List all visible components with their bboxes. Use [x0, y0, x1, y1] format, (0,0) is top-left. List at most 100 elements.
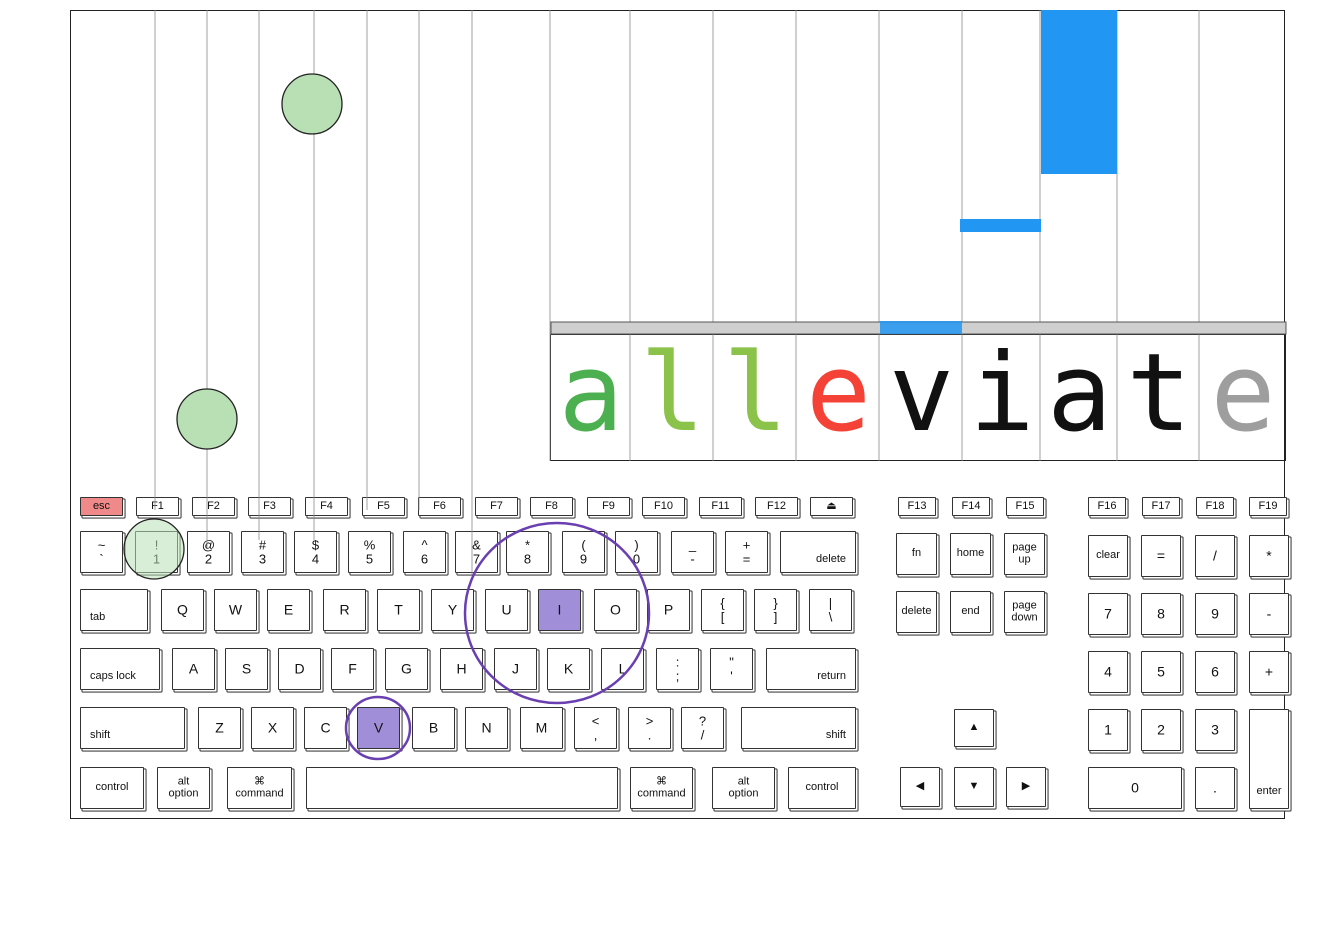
key-left-control[interactable]: control — [80, 767, 144, 809]
key-period[interactable]: > . — [628, 707, 671, 749]
key-arrow-up[interactable]: ▲ — [954, 709, 994, 747]
key-numpad-5[interactable]: 5 — [1141, 651, 1181, 693]
key-f15[interactable]: F15 — [1006, 497, 1044, 516]
key-left-command[interactable]: ⌘ command — [227, 767, 292, 809]
key-z[interactable]: Z — [198, 707, 241, 749]
key-numpad-7[interactable]: 7 — [1088, 593, 1128, 635]
key-right-bracket[interactable]: } ] — [754, 589, 797, 631]
key-5[interactable]: % 5 — [348, 531, 391, 573]
key-fn[interactable]: fn — [896, 533, 937, 575]
key-t[interactable]: T — [377, 589, 420, 631]
key-numpad-plus[interactable]: + — [1249, 651, 1289, 693]
key-numpad-enter[interactable]: enter — [1249, 709, 1289, 809]
key-f8[interactable]: F8 — [530, 497, 573, 516]
key-f6[interactable]: F6 — [418, 497, 461, 516]
key-numpad-8[interactable]: 8 — [1141, 593, 1181, 635]
key-l[interactable]: L — [601, 648, 644, 690]
key-home[interactable]: home — [950, 533, 991, 575]
key-f11[interactable]: F11 — [699, 497, 742, 516]
key-numpad-6[interactable]: 6 — [1195, 651, 1235, 693]
key-right-shift[interactable]: shift — [741, 707, 856, 749]
key-w[interactable]: W — [214, 589, 257, 631]
key-esc[interactable]: esc — [80, 497, 123, 516]
key-e[interactable]: E — [267, 589, 310, 631]
key-f12[interactable]: F12 — [755, 497, 798, 516]
key-f7[interactable]: F7 — [475, 497, 518, 516]
key-x[interactable]: X — [251, 707, 294, 749]
key-f10[interactable]: F10 — [642, 497, 685, 516]
key-numpad-equals[interactable]: = — [1141, 535, 1181, 577]
key-quote[interactable]: " ' — [710, 648, 753, 690]
key-f9[interactable]: F9 — [587, 497, 630, 516]
key-s[interactable]: S — [225, 648, 268, 690]
key-backslash[interactable]: | \ — [809, 589, 852, 631]
key-c[interactable]: C — [304, 707, 347, 749]
key-2[interactable]: @ 2 — [187, 531, 230, 573]
key-right-command[interactable]: ⌘ command — [630, 767, 693, 809]
key-delete[interactable]: delete — [780, 531, 856, 573]
key-f2[interactable]: F2 — [192, 497, 235, 516]
key-numpad-multiply[interactable]: * — [1249, 535, 1289, 577]
key-f14[interactable]: F14 — [952, 497, 990, 516]
key-q[interactable]: Q — [161, 589, 204, 631]
key-numpad-1[interactable]: 1 — [1088, 709, 1128, 751]
key-right-control[interactable]: control — [788, 767, 856, 809]
key-r[interactable]: R — [323, 589, 366, 631]
key-m[interactable]: M — [520, 707, 563, 749]
key-k[interactable]: K — [547, 648, 590, 690]
key-backtick[interactable]: ~ ` — [80, 531, 123, 573]
key-minus[interactable]: _ - — [671, 531, 714, 573]
key-arrow-left[interactable]: ◀ — [900, 767, 940, 807]
key-f17[interactable]: F17 — [1142, 497, 1180, 516]
key-end[interactable]: end — [950, 591, 991, 633]
key-forward-delete[interactable]: delete — [896, 591, 937, 633]
key-f5[interactable]: F5 — [362, 497, 405, 516]
key-numpad-3[interactable]: 3 — [1195, 709, 1235, 751]
key-3[interactable]: # 3 — [241, 531, 284, 573]
key-p[interactable]: P — [647, 589, 690, 631]
key-page-up[interactable]: page up — [1004, 533, 1045, 575]
key-b[interactable]: B — [412, 707, 455, 749]
key-numpad-decimal[interactable]: . — [1195, 767, 1235, 809]
key-f1[interactable]: F1 — [136, 497, 179, 516]
key-d[interactable]: D — [278, 648, 321, 690]
key-g[interactable]: G — [385, 648, 428, 690]
key-left-bracket[interactable]: { [ — [701, 589, 744, 631]
key-f16[interactable]: F16 — [1088, 497, 1126, 516]
key-v[interactable]: V — [357, 707, 400, 749]
key-f[interactable]: F — [331, 648, 374, 690]
key-left-shift[interactable]: shift — [80, 707, 185, 749]
key-numpad-4[interactable]: 4 — [1088, 651, 1128, 693]
key-numpad-2[interactable]: 2 — [1141, 709, 1181, 751]
key-comma[interactable]: < , — [574, 707, 617, 749]
key-semicolon[interactable]: : ; — [656, 648, 699, 690]
key-numpad-divide[interactable]: / — [1195, 535, 1235, 577]
key-f4[interactable]: F4 — [305, 497, 348, 516]
key-left-option[interactable]: alt option — [157, 767, 210, 809]
key-numpad-9[interactable]: 9 — [1195, 593, 1235, 635]
key-return[interactable]: return — [766, 648, 856, 690]
key-slash[interactable]: ? / — [681, 707, 724, 749]
key-numpad-minus[interactable]: - — [1249, 593, 1289, 635]
key-arrow-right[interactable]: ▶ — [1006, 767, 1046, 807]
key-9[interactable]: ( 9 — [562, 531, 605, 573]
key-page-down[interactable]: page down — [1004, 591, 1045, 633]
key-i[interactable]: I — [538, 589, 581, 631]
key-equals[interactable]: + = — [725, 531, 768, 573]
key-arrow-down[interactable]: ▼ — [954, 767, 994, 807]
key-a[interactable]: A — [172, 648, 215, 690]
key-space[interactable] — [306, 767, 618, 809]
key-eject[interactable]: ⏏ — [810, 497, 853, 516]
key-right-option[interactable]: alt option — [712, 767, 775, 809]
key-8[interactable]: * 8 — [506, 531, 549, 573]
key-f18[interactable]: F18 — [1196, 497, 1234, 516]
key-numpad-0[interactable]: 0 — [1088, 767, 1182, 809]
key-clear[interactable]: clear — [1088, 535, 1128, 577]
key-o[interactable]: O — [594, 589, 637, 631]
key-4[interactable]: $ 4 — [294, 531, 337, 573]
key-f13[interactable]: F13 — [898, 497, 936, 516]
key-u[interactable]: U — [485, 589, 528, 631]
key-tab[interactable]: tab — [80, 589, 148, 631]
key-6[interactable]: ^ 6 — [403, 531, 446, 573]
key-caps-lock[interactable]: caps lock — [80, 648, 160, 690]
